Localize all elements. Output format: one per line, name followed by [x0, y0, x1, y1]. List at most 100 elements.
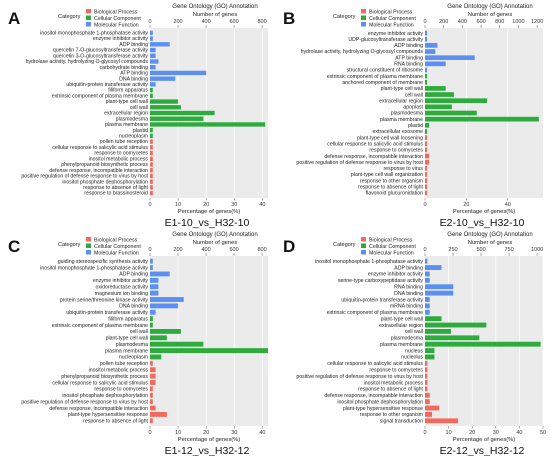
bottom-tick-label: 20	[203, 202, 209, 208]
bar	[425, 341, 541, 347]
category-label: hydrolase activity, hydrolyzing O-glycos…	[301, 49, 424, 55]
bar	[425, 316, 442, 322]
category-label: guiding stereospecific synthesis activit…	[58, 259, 149, 265]
panel-letter: B	[283, 9, 295, 28]
category-label: positive regulation of defense response …	[21, 174, 148, 180]
category-label: inositol phosphate dephosphorylation	[62, 393, 148, 399]
bar	[425, 265, 442, 271]
category-label: RNA binding	[394, 285, 423, 291]
legend-swatch	[361, 9, 366, 14]
bottom-tick-label: 50	[540, 430, 546, 436]
category-label: response to oomycetes	[369, 148, 423, 154]
category-label: ADP binding	[119, 272, 148, 278]
bottom-tick-label: 40	[516, 430, 522, 436]
go-chart-panel-d: D Category Biological Process Cellular Comp…	[275, 228, 550, 456]
legend-label: Biological Process	[94, 9, 138, 15]
bar	[425, 354, 435, 360]
bar	[150, 70, 207, 76]
category-label: plant-type cell wall	[381, 86, 423, 92]
category-label: response to brassinosteroid	[84, 191, 148, 197]
bar	[150, 360, 153, 366]
bar	[150, 47, 156, 53]
bar	[425, 79, 428, 85]
bar	[150, 328, 181, 334]
bar	[425, 135, 428, 140]
bar	[150, 162, 153, 167]
category-label: ADP binding	[394, 43, 423, 49]
panel-letter: A	[8, 9, 20, 28]
bar	[150, 399, 153, 405]
category-label: UDP-glucosyltransferase activity	[348, 37, 423, 43]
category-label: mRNA binding	[390, 304, 423, 310]
category-label: positive regulation of defense response …	[296, 374, 423, 380]
bar	[150, 87, 153, 93]
bar	[150, 354, 162, 360]
go-chart-panel-a: A Category Biological Process Cellular Comp…	[0, 0, 275, 229]
bottom-axis-label: Percentage of genes(%)	[453, 209, 516, 215]
bar	[150, 190, 153, 196]
category-label: extracellular exosome	[373, 129, 424, 135]
bar	[425, 147, 428, 153]
bar	[150, 380, 156, 385]
bar	[425, 172, 428, 177]
category-label: extrinsic component of plasma membrane	[52, 93, 148, 99]
category-label: plant-type cell wall	[381, 316, 423, 322]
category-label: extrinsic component of plasma membrane	[327, 74, 423, 80]
bar	[425, 159, 430, 165]
top-tick-label: 500	[476, 247, 485, 253]
top-tick-label: 0	[423, 247, 426, 253]
category-label: hydrolase activity, hydrolyzing O-glycos…	[26, 59, 149, 65]
category-label: plant-type hypersensitive response	[343, 406, 423, 412]
category-label: response to absence of light	[358, 184, 423, 190]
category-label: ADP binding	[394, 265, 423, 271]
bar	[150, 297, 184, 302]
bar	[150, 265, 153, 271]
comparison-subtitle: E2-12_vs_H32-12	[440, 445, 525, 456]
top-tick-label: 200	[439, 19, 448, 25]
category-label: oxidoreductase activity	[96, 285, 149, 291]
bar	[425, 297, 430, 302]
bar	[425, 165, 428, 171]
bar	[425, 348, 435, 354]
bar	[150, 110, 215, 116]
bar	[150, 105, 181, 110]
bar	[150, 150, 153, 156]
category-label: positive regulation of defense response …	[296, 160, 423, 166]
bar	[150, 290, 159, 296]
category-label: plastid	[408, 123, 423, 129]
bar	[150, 418, 153, 424]
top-axis-label: Number of genes	[468, 240, 513, 246]
top-tick-label: 800	[495, 19, 504, 25]
legend-swatch	[86, 15, 91, 20]
bar	[425, 116, 539, 122]
category-label: protein serine/threonine kinase activity	[60, 297, 149, 303]
bar	[425, 98, 488, 104]
top-tick-label: 0	[148, 247, 151, 253]
category-label: extracellular region	[379, 98, 423, 104]
bar	[150, 93, 153, 99]
panel-letter: C	[8, 237, 20, 256]
bar	[425, 55, 475, 61]
panel-letter: D	[283, 237, 295, 256]
bottom-tick-label: 20	[463, 202, 469, 208]
bar	[425, 30, 428, 36]
category-label: cellular response to salicylic acid stim…	[52, 145, 148, 151]
category-label: cellular response to salicylic acid stim…	[327, 361, 423, 367]
bar	[150, 386, 153, 392]
legend-swatch	[361, 243, 366, 248]
category-label: cell wall	[405, 329, 423, 335]
bar	[425, 418, 459, 424]
bottom-tick-label: 30	[493, 430, 499, 436]
category-label: plasmodesma	[116, 116, 148, 122]
category-label: defense response, incompatible interacti…	[49, 168, 148, 174]
chart-title: Gene Ontology (GO) Annotation	[172, 232, 257, 238]
legend-swatch	[86, 9, 91, 14]
bottom-tick-label: 20	[203, 430, 209, 436]
legend-label: Cellular Component	[369, 244, 416, 250]
legend-swatch	[361, 250, 366, 255]
top-tick-label: 600	[476, 19, 485, 25]
go-chart-panel-b: B Category Biological Process Cellular Comp…	[275, 0, 550, 229]
bottom-tick-label: 0	[148, 430, 151, 436]
category-label: response to absence of light	[83, 185, 148, 191]
